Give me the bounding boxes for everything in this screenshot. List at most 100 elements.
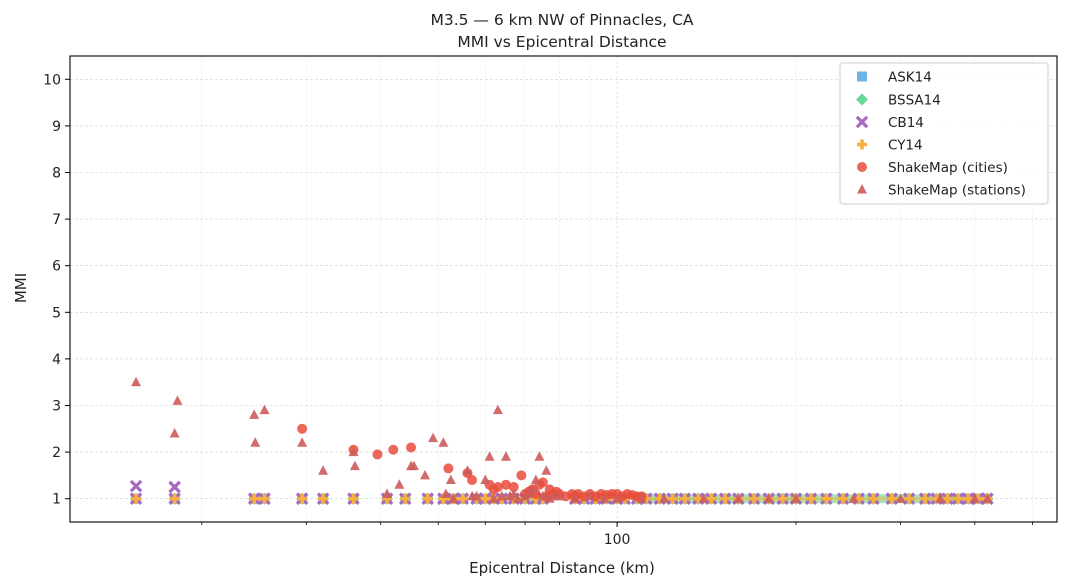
point-cy14 [297, 493, 308, 504]
point-shakemap-stations [969, 493, 980, 503]
point-shakemap-stations [598, 493, 609, 503]
point-cy14 [963, 493, 974, 504]
series-shakemap-stations [131, 376, 993, 503]
point-cy14 [942, 493, 953, 504]
point-cy14 [382, 493, 393, 504]
point-shakemap-stations [584, 490, 595, 501]
y-tick-label: 5 [52, 305, 61, 321]
point-shakemap-stations [492, 404, 503, 415]
point-shakemap-cities [492, 482, 503, 493]
point-shakemap-stations [420, 469, 431, 480]
point-cy14 [259, 493, 270, 504]
point-cy14 [953, 493, 964, 504]
point-shakemap-stations [480, 474, 491, 485]
point-cy14 [480, 493, 491, 504]
point-shakemap-stations [698, 493, 709, 503]
point-shakemap-cities [537, 477, 548, 488]
y-axis-label: MMI [12, 273, 30, 303]
point-shakemap-stations [496, 490, 507, 501]
chart-subtitle: MMI vs Epicentral Distance [457, 33, 666, 51]
plot-area-frame [69, 55, 1058, 523]
point-cy14 [348, 493, 359, 504]
point-shakemap-stations [527, 483, 538, 494]
point-shakemap-stations [250, 437, 261, 447]
point-shakemap-cities [406, 442, 417, 453]
point-shakemap-stations [530, 474, 541, 485]
point-shakemap-stations [636, 493, 647, 503]
point-cy14 [931, 493, 942, 504]
point-cy14 [169, 493, 180, 504]
chart-title: M3.5 — 6 km NW of Pinnacles, CA [430, 11, 693, 29]
legend-label-shakemap-cities: ShakeMap (cities) [888, 160, 1008, 176]
point-cy14 [904, 493, 915, 504]
point-cy14 [457, 493, 468, 504]
y-tick-label: 4 [52, 352, 61, 368]
point-shakemap-stations [570, 493, 581, 503]
series-shakemap-cities [297, 423, 647, 502]
point-shakemap-cities [516, 470, 527, 481]
y-tick-label: 10 [43, 72, 61, 88]
point-shakemap-cities [467, 475, 478, 486]
point-cy14 [318, 493, 329, 504]
point-shakemap-stations [659, 493, 670, 503]
point-shakemap-stations [448, 493, 459, 503]
point-shakemap-stations [131, 376, 142, 387]
point-shakemap-stations [790, 493, 801, 503]
y-tick-label: 3 [52, 399, 61, 415]
point-shakemap-cities [443, 463, 454, 474]
point-shakemap-stations [982, 493, 993, 503]
y-tick-label: 6 [52, 259, 61, 275]
point-shakemap-cities [500, 479, 511, 490]
point-shakemap-stations [438, 437, 449, 447]
point-shakemap-stations [428, 432, 439, 443]
point-shakemap-stations [612, 493, 623, 503]
legend-label-ask14: ASK14 [888, 70, 932, 86]
y-tick-label: 7 [52, 212, 61, 228]
point-cy14 [641, 493, 652, 504]
point-shakemap-stations [382, 488, 393, 499]
point-shakemap-stations [349, 460, 360, 471]
point-cy14 [438, 493, 449, 504]
point-shakemap-stations [394, 479, 405, 489]
point-shakemap-stations [348, 446, 359, 457]
legend-markers [855, 71, 869, 194]
point-shakemap-stations [462, 465, 473, 475]
point-cy14 [920, 493, 931, 504]
legend-marker-shakemap-stations [857, 184, 867, 194]
point-cy14 [679, 493, 690, 504]
legend-label-cy14: CY14 [888, 138, 923, 154]
point-cb14 [168, 480, 181, 494]
point-shakemap-cities [297, 423, 308, 434]
point-shakemap-stations [440, 488, 451, 499]
point-shakemap-stations [249, 409, 260, 419]
point-shakemap-stations [408, 460, 419, 471]
point-cy14 [868, 493, 879, 504]
x-axis-label: Epicentral Distance (km) [469, 559, 655, 577]
point-shakemap-stations [508, 488, 519, 499]
point-cy14 [886, 493, 897, 504]
point-shakemap-stations [554, 490, 565, 501]
point-shakemap-stations [848, 493, 859, 503]
legend-box [839, 62, 1049, 205]
axis-ticks: 1 2 3 4 5 6 7 8 9 10 100 [43, 72, 1033, 548]
point-cy14 [720, 493, 731, 504]
legend-marker-shakemap-cities [857, 162, 867, 172]
point-cy14 [777, 493, 788, 504]
chart-marks [129, 376, 994, 505]
point-cy14 [400, 493, 411, 504]
legend-marker-cy14 [857, 139, 867, 150]
legend-marker-ask14 [857, 71, 867, 82]
legend: ASK14 BSSA14 CB14 CY14 ShakeMap (cities)… [839, 62, 1049, 205]
point-shakemap-stations [733, 493, 744, 503]
point-cy14 [853, 493, 864, 504]
point-cy14 [249, 493, 260, 504]
point-cy14 [706, 493, 717, 504]
point-shakemap-stations [541, 465, 552, 475]
legend-label-shakemap-stations: ShakeMap (stations) [888, 183, 1026, 199]
point-shakemap-stations [169, 427, 180, 438]
point-shakemap-stations [534, 451, 545, 461]
point-shakemap-stations [318, 465, 329, 475]
point-shakemap-stations [935, 493, 946, 503]
point-shakemap-cities [372, 449, 383, 460]
